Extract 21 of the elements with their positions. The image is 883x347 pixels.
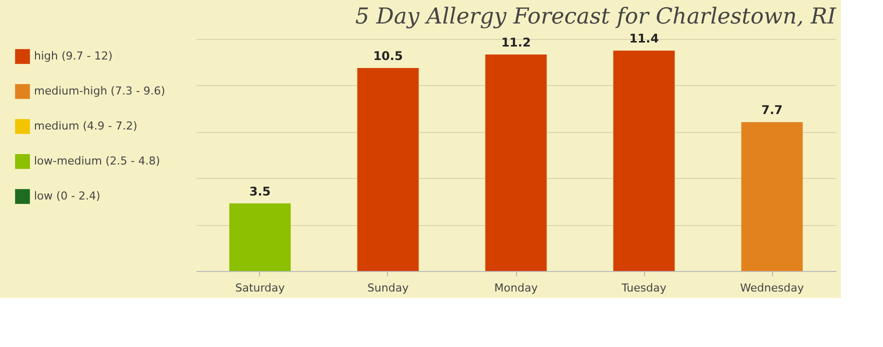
bar [485, 54, 547, 271]
x-tick-label: Wednesday [740, 282, 804, 294]
data-label: 11.2 [501, 35, 531, 50]
legend-label: low (0 - 2.4) [34, 190, 100, 202]
x-tick-label: Tuesday [620, 282, 667, 294]
legend-label: high (9.7 - 12) [34, 50, 113, 62]
bar [613, 50, 675, 271]
x-tick-label: Sunday [367, 282, 410, 294]
bar [741, 122, 803, 271]
legend-label: medium-high (7.3 - 9.6) [34, 84, 166, 98]
x-tick-label: Saturday [235, 282, 286, 294]
chart-title: 5 Day Allergy Forecast for Charlestown, RI [355, 4, 838, 30]
bar [357, 68, 419, 271]
data-label: 11.4 [629, 32, 659, 46]
data-label: 3.5 [249, 184, 271, 198]
legend-label: medium (4.9 - 7.2) [34, 120, 138, 132]
data-label: 10.5 [373, 49, 403, 63]
legend-label: low-medium (2.5 - 4.8) [34, 154, 160, 168]
bar [229, 203, 291, 271]
data-label: 7.7 [761, 103, 783, 118]
x-tick-label: Monday [494, 282, 538, 294]
